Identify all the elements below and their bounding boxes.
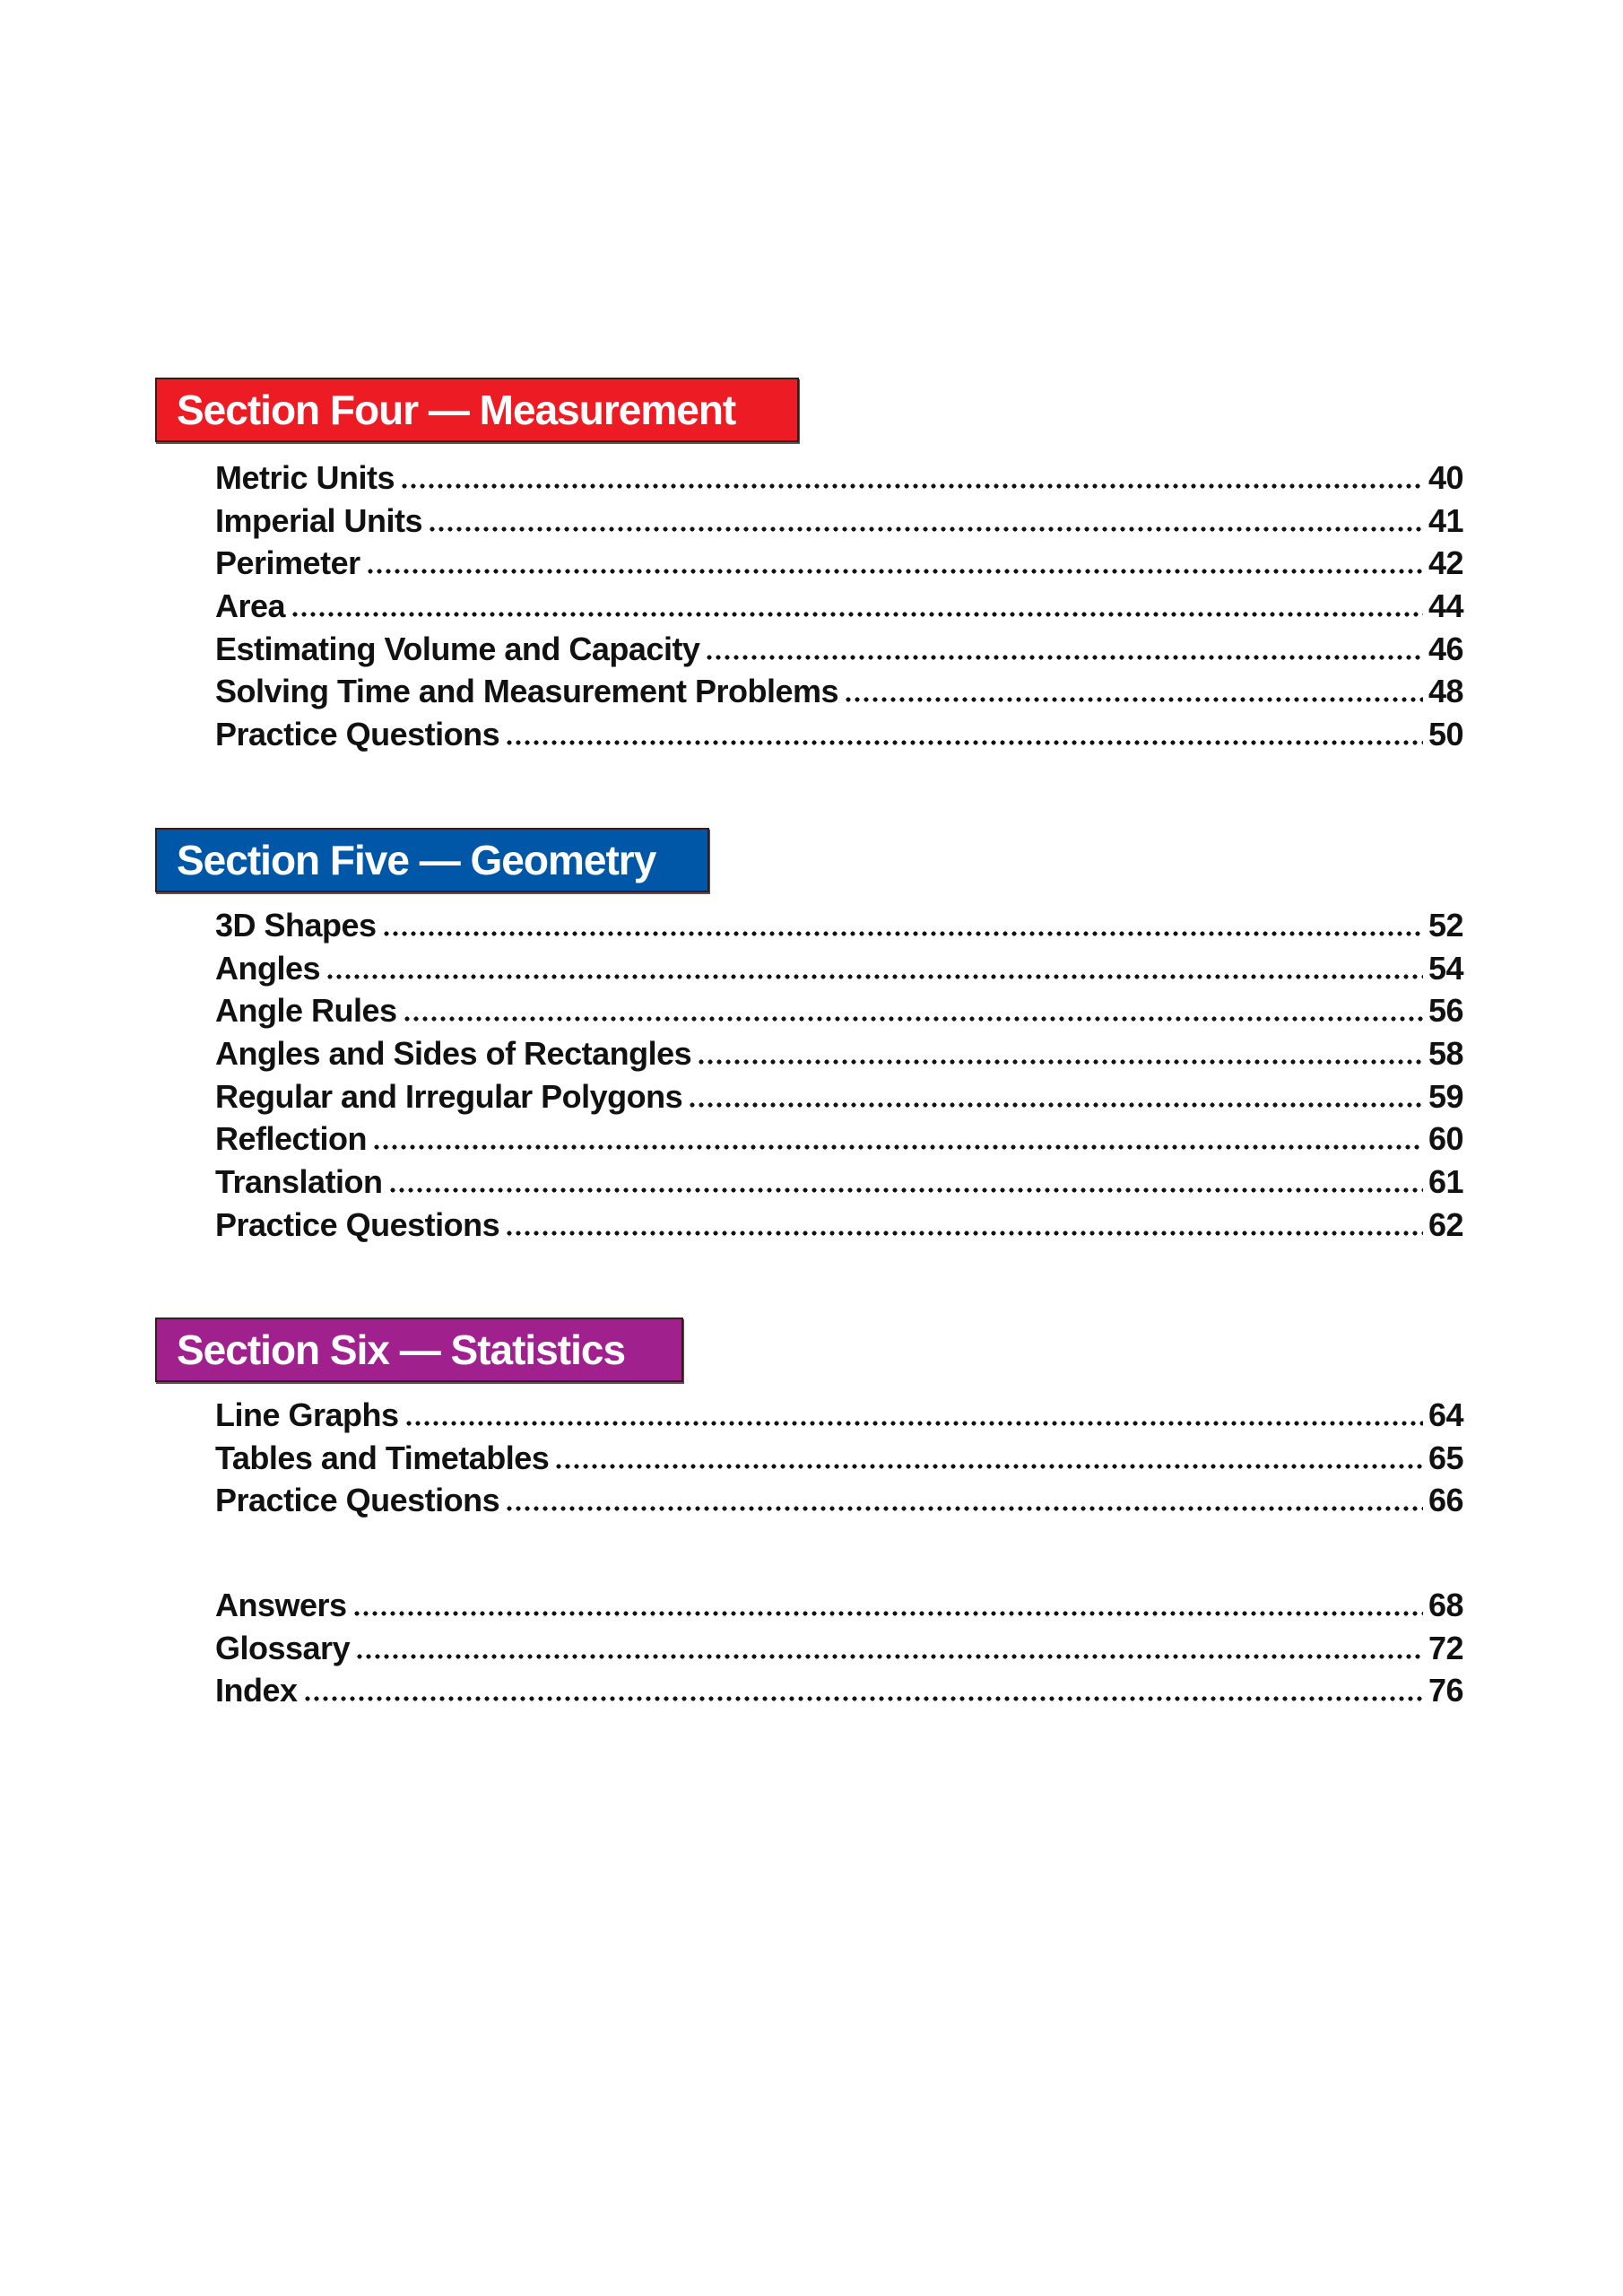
section-five-list: 3D Shapes 52 Angles 54 Angle Rules 56 Angles a… [215, 907, 1464, 1249]
toc-entry[interactable]: Answers 68 [215, 1587, 1464, 1630]
toc-entry-page: 68 [1428, 1587, 1464, 1623]
toc-entry-label: Line Graphs [215, 1396, 399, 1433]
section-five-header: Section Five — Geometry [155, 828, 709, 892]
toc-entry[interactable]: Practice Questions 62 [215, 1205, 1464, 1249]
toc-entry-label: Index [215, 1672, 298, 1709]
toc-entry-label: Practice Questions [215, 1205, 500, 1243]
toc-entry-label: Imperial Units [215, 501, 423, 539]
toc-entry[interactable]: Solving Time and Measurement Problems 48 [215, 673, 1464, 716]
toc-entry-page: 60 [1428, 1120, 1464, 1158]
toc-entry-label: Answers [215, 1587, 347, 1623]
dot-leader [291, 612, 1423, 618]
dot-leader [387, 1187, 1423, 1194]
back-matter-list: Answers 68 Glossary 72 Index 76 [215, 1587, 1464, 1715]
toc-entry-label: Estimating Volume and Capacity [215, 630, 700, 667]
toc-entry[interactable]: Perimeter 42 [215, 544, 1464, 587]
toc-entry-label: Practice Questions [215, 716, 500, 753]
toc-entry-label: Angles [215, 949, 321, 987]
toc-entry[interactable]: Practice Questions 66 [215, 1482, 1464, 1525]
dot-leader [844, 697, 1423, 703]
toc-entry-label: 3D Shapes [215, 907, 377, 944]
section-six-header: Section Six — Statistics [155, 1318, 683, 1382]
dot-leader [688, 1101, 1423, 1108]
toc-entry-page: 61 [1428, 1163, 1464, 1201]
section-four-list: Metric Units 40 Imperial Units 41 Perimeter 4… [215, 459, 1464, 759]
toc-entry[interactable]: Metric Units 40 [215, 459, 1464, 502]
toc-entry-label: Regular and Irregular Polygons [215, 1077, 683, 1115]
toc-entry[interactable]: Practice Questions 50 [215, 716, 1464, 759]
dot-leader [428, 526, 1423, 532]
dot-leader [697, 1059, 1423, 1065]
toc-entry-page: 54 [1428, 949, 1464, 987]
dot-leader [404, 1421, 1423, 1426]
toc-entry-page: 76 [1428, 1672, 1464, 1709]
toc-entry-page: 52 [1428, 907, 1464, 944]
toc-entry[interactable]: Regular and Irregular Polygons 59 [215, 1077, 1464, 1121]
toc-entry[interactable]: Glossary 72 [215, 1629, 1464, 1673]
toc-entry-label: Reflection [215, 1120, 368, 1158]
toc-entry[interactable]: Tables and Timetables 65 [215, 1439, 1464, 1483]
toc-entry-label: Tables and Timetables [215, 1439, 550, 1476]
toc-entry-page: 41 [1428, 501, 1464, 539]
toc-entry[interactable]: Imperial Units 41 [215, 501, 1464, 545]
toc-entry-page: 66 [1428, 1482, 1464, 1519]
dot-leader [505, 740, 1423, 746]
toc-entry-label: Solving Time and Measurement Problems [215, 673, 839, 710]
toc-entry[interactable]: Estimating Volume and Capacity 46 [215, 630, 1464, 674]
toc-entry[interactable]: 3D Shapes 52 [215, 907, 1464, 950]
toc-entry-page: 59 [1428, 1077, 1464, 1115]
dot-leader [302, 1696, 1423, 1702]
dot-leader [402, 1016, 1423, 1022]
dot-leader [355, 1653, 1423, 1659]
toc-entry-page: 46 [1428, 630, 1464, 667]
toc-entry-page: 44 [1428, 587, 1464, 625]
toc-entry-label: Area [215, 587, 286, 625]
dot-leader [505, 1506, 1423, 1512]
toc-entry[interactable]: Angle Rules 56 [215, 992, 1464, 1035]
section-six-list: Line Graphs 64 Tables and Timetables 65 Prac… [215, 1396, 1464, 1525]
toc-entry[interactable]: Translation 61 [215, 1163, 1464, 1206]
dot-leader [554, 1463, 1423, 1469]
toc-entry-page: 65 [1428, 1439, 1464, 1476]
toc-entry-page: 48 [1428, 673, 1464, 710]
toc-entry[interactable]: Line Graphs 64 [215, 1396, 1464, 1439]
toc-entry-page: 50 [1428, 716, 1464, 753]
toc-entry[interactable]: Angles and Sides of Rectangles 58 [215, 1035, 1464, 1078]
dot-leader [365, 569, 1423, 575]
dot-leader [400, 483, 1423, 489]
toc-entry-page: 58 [1428, 1035, 1464, 1073]
dot-leader [381, 931, 1423, 936]
toc-entry-page: 42 [1428, 544, 1464, 582]
toc-entry-label: Angle Rules [215, 992, 397, 1030]
toc-entry-label: Glossary [215, 1629, 351, 1666]
toc-entry-page: 62 [1428, 1205, 1464, 1243]
dot-leader [352, 1611, 1423, 1616]
dot-leader [325, 973, 1423, 979]
dot-leader [705, 654, 1423, 660]
toc-entry[interactable]: Area 44 [215, 587, 1464, 631]
toc-entry[interactable]: Angles 54 [215, 949, 1464, 993]
toc-entry[interactable]: Reflection 60 [215, 1120, 1464, 1163]
toc-entry-label: Perimeter [215, 544, 360, 582]
dot-leader [372, 1144, 1423, 1151]
toc-entry-page: 72 [1428, 1629, 1464, 1666]
toc-entry-label: Translation [215, 1163, 383, 1201]
section-four-header: Section Four — Measurement [155, 378, 799, 442]
toc-entry-page: 64 [1428, 1396, 1464, 1433]
toc-entry-label: Metric Units [215, 459, 395, 496]
toc-entry[interactable]: Index 76 [215, 1672, 1464, 1715]
toc-entry-label: Practice Questions [215, 1482, 500, 1519]
toc-entry-page: 40 [1428, 459, 1464, 496]
dot-leader [505, 1230, 1423, 1236]
toc-entry-page: 56 [1428, 992, 1464, 1030]
toc-entry-label: Angles and Sides of Rectangles [215, 1035, 692, 1073]
